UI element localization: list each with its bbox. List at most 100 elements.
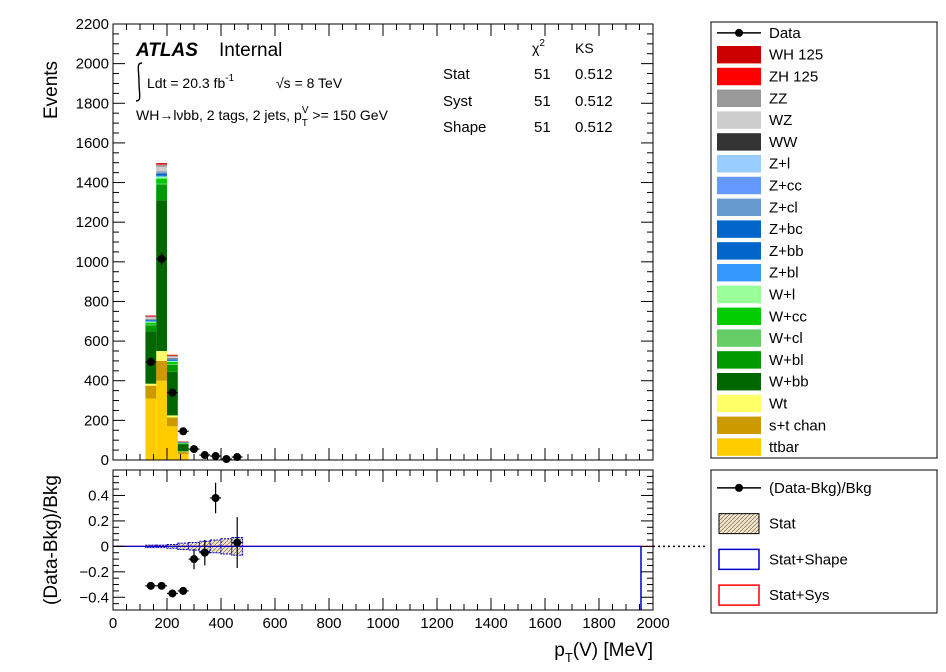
row-shape-ks: 0.512 — [575, 119, 613, 136]
svg-text:W+l: W+l — [769, 287, 795, 304]
bar-wt-bin-0 — [145, 383, 157, 386]
bar-w-l-bin-0 — [145, 321, 157, 323]
bar-w-cl-bin-3 — [177, 443, 189, 444]
svg-text:Stat+Sys: Stat+Sys — [769, 587, 829, 604]
bar-wz-bin-1 — [156, 166, 167, 172]
bar-w-cc-bin-2 — [167, 361, 178, 365]
legend-entry-z-cc: Z+cc — [717, 176, 802, 195]
x-tick-label: 1000 — [366, 615, 399, 632]
stacked-bars — [145, 163, 189, 460]
legend-entry-z-l: Z+l — [717, 154, 790, 173]
selection-text: WH→lνbb, 2 tags, 2 jets, pTV >= 150 GeV — [136, 105, 389, 129]
y-tick-label: 200 — [84, 412, 109, 429]
bar-w-bl-bin-3 — [177, 443, 189, 445]
x-axis-title: pT(V) [MeV] — [554, 640, 653, 665]
bar-z-bl-bin-0 — [145, 321, 157, 322]
legend-entry-ww: WW — [717, 133, 798, 151]
bar-ttbar-bin-0 — [145, 398, 157, 460]
ratio-point — [145, 581, 157, 590]
svg-text:WH 125: WH 125 — [769, 47, 823, 64]
main-axes: 0 200 400 600 800 1000 1200 1400 1600 1800 2000 220… — [76, 16, 654, 469]
y-tick-label: 1000 — [76, 254, 109, 271]
data-point — [188, 445, 200, 454]
legend-entry-zz: ZZ — [717, 89, 787, 107]
svg-text:Stat: Stat — [769, 516, 797, 533]
bar-z-bb-bin-3 — [177, 442, 189, 443]
x-tick-label: 2000 — [636, 615, 669, 632]
data-point — [231, 453, 243, 462]
y-tick-label: 2000 — [76, 56, 109, 73]
bar-s-t-chan-bin-2 — [167, 417, 178, 427]
bar-s-t-chan-bin-0 — [145, 385, 157, 399]
bar-w-bl-bin-1 — [156, 184, 167, 201]
svg-text:Z+bl: Z+bl — [769, 265, 799, 282]
legend-entry-z-bc: Z+bc — [717, 220, 803, 238]
ks-header: KS — [575, 40, 594, 56]
svg-text:ttbar: ttbar — [769, 439, 799, 456]
y-tick-label: 1400 — [76, 175, 109, 192]
data-points — [145, 252, 243, 464]
bar-zh-125-bin-0 — [145, 316, 157, 317]
svg-text:(Data-Bkg)/Bkg: (Data-Bkg)/Bkg — [769, 480, 872, 497]
ratio-point — [199, 540, 211, 566]
ratio-legend-entry-stat-sys: Stat+Sys — [718, 584, 829, 606]
ratio-point — [156, 581, 167, 590]
integral-sign — [135, 62, 143, 102]
svg-text:Z+l: Z+l — [769, 156, 790, 173]
energy-text: √s = 8 TeV — [276, 75, 343, 91]
ratio-point — [210, 482, 221, 514]
internal-label: Internal — [219, 40, 282, 61]
svg-text:ZH 125: ZH 125 — [769, 69, 818, 86]
bar-wt-bin-2 — [167, 415, 178, 418]
bar-z-cl-bin-1 — [156, 173, 167, 174]
ratio-y-tick-label: 0 — [101, 538, 109, 555]
y-tick-label: 1600 — [76, 135, 109, 152]
bar-wh-125-bin-0 — [145, 315, 157, 317]
atlas-label: ATLAS — [135, 40, 198, 61]
y-tick-label: 0 — [101, 452, 109, 469]
data-point — [210, 452, 221, 461]
ratio-point — [177, 586, 189, 595]
svg-text:W+bb: W+bb — [769, 374, 809, 391]
data-point — [145, 357, 157, 367]
bar-w-cl-bin-1 — [156, 183, 167, 185]
svg-text:s+t chan: s+t chan — [769, 417, 826, 434]
svg-text:Z+bc: Z+bc — [769, 221, 803, 238]
ratio-uncertainty-band — [113, 536, 707, 610]
ratio-axes: −0.4 −0.2 0 0.2 0.4 0 200 400 600 800 1000 1200 1400… — [79, 469, 670, 632]
ratio-y-tick-label: 0.2 — [88, 513, 109, 530]
ratio-legend: (Data-Bkg)/Bkg Stat Stat+Shape Stat+Sys — [710, 469, 938, 614]
x-tick-label: 1400 — [474, 615, 507, 632]
bar-zh-125-bin-2 — [167, 355, 178, 356]
ratio-point — [188, 548, 200, 570]
bar-ttbar-bin-1 — [156, 380, 167, 460]
x-tick-label: 200 — [154, 615, 179, 632]
main-legend: Data WH 125 ZH 125 ZZ WZ WW Z+l Z+cc Z+cl Z+bc Z+b… — [710, 21, 938, 459]
legend-entry-w-cl: W+cl — [717, 329, 803, 347]
x-tick-label: 1800 — [582, 615, 615, 632]
legend-entry-wt: Wt — [717, 394, 788, 413]
annotations: ATLAS Internal Ldt = 20.3 fb-1 √s = 8 Te… — [135, 38, 613, 136]
legend-entry-z-cl: Z+cl — [717, 198, 798, 216]
bar-s-t-chan-bin-1 — [156, 360, 167, 381]
y-tick-label: 2200 — [76, 16, 109, 33]
row-stat-ks: 0.512 — [575, 66, 613, 83]
legend-entry-ttbar: ttbar — [717, 438, 799, 456]
bar-wz-bin-2 — [167, 356, 178, 359]
data-point — [199, 451, 211, 460]
bar-ww-bin-2 — [167, 358, 178, 360]
svg-text:Z+bb: Z+bb — [769, 243, 804, 260]
x-tick-label: 600 — [262, 615, 287, 632]
legend-entry-s-t-chan: s+t chan — [717, 416, 826, 434]
x-tick-label: 1600 — [528, 615, 561, 632]
ratio-y-axis-title: (Data-Bkg)/Bkg — [41, 475, 62, 605]
bar-z-bl-bin-2 — [167, 360, 178, 362]
legend-entry-w-cc: W+cc — [717, 307, 807, 325]
data-point — [156, 252, 167, 266]
bar-ww-bin-1 — [156, 171, 167, 173]
bar-w-l-bin-1 — [156, 176, 167, 179]
chi2-header: χ2 — [532, 38, 545, 56]
y-tick-label: 800 — [84, 293, 109, 310]
ratio-points — [145, 482, 243, 598]
